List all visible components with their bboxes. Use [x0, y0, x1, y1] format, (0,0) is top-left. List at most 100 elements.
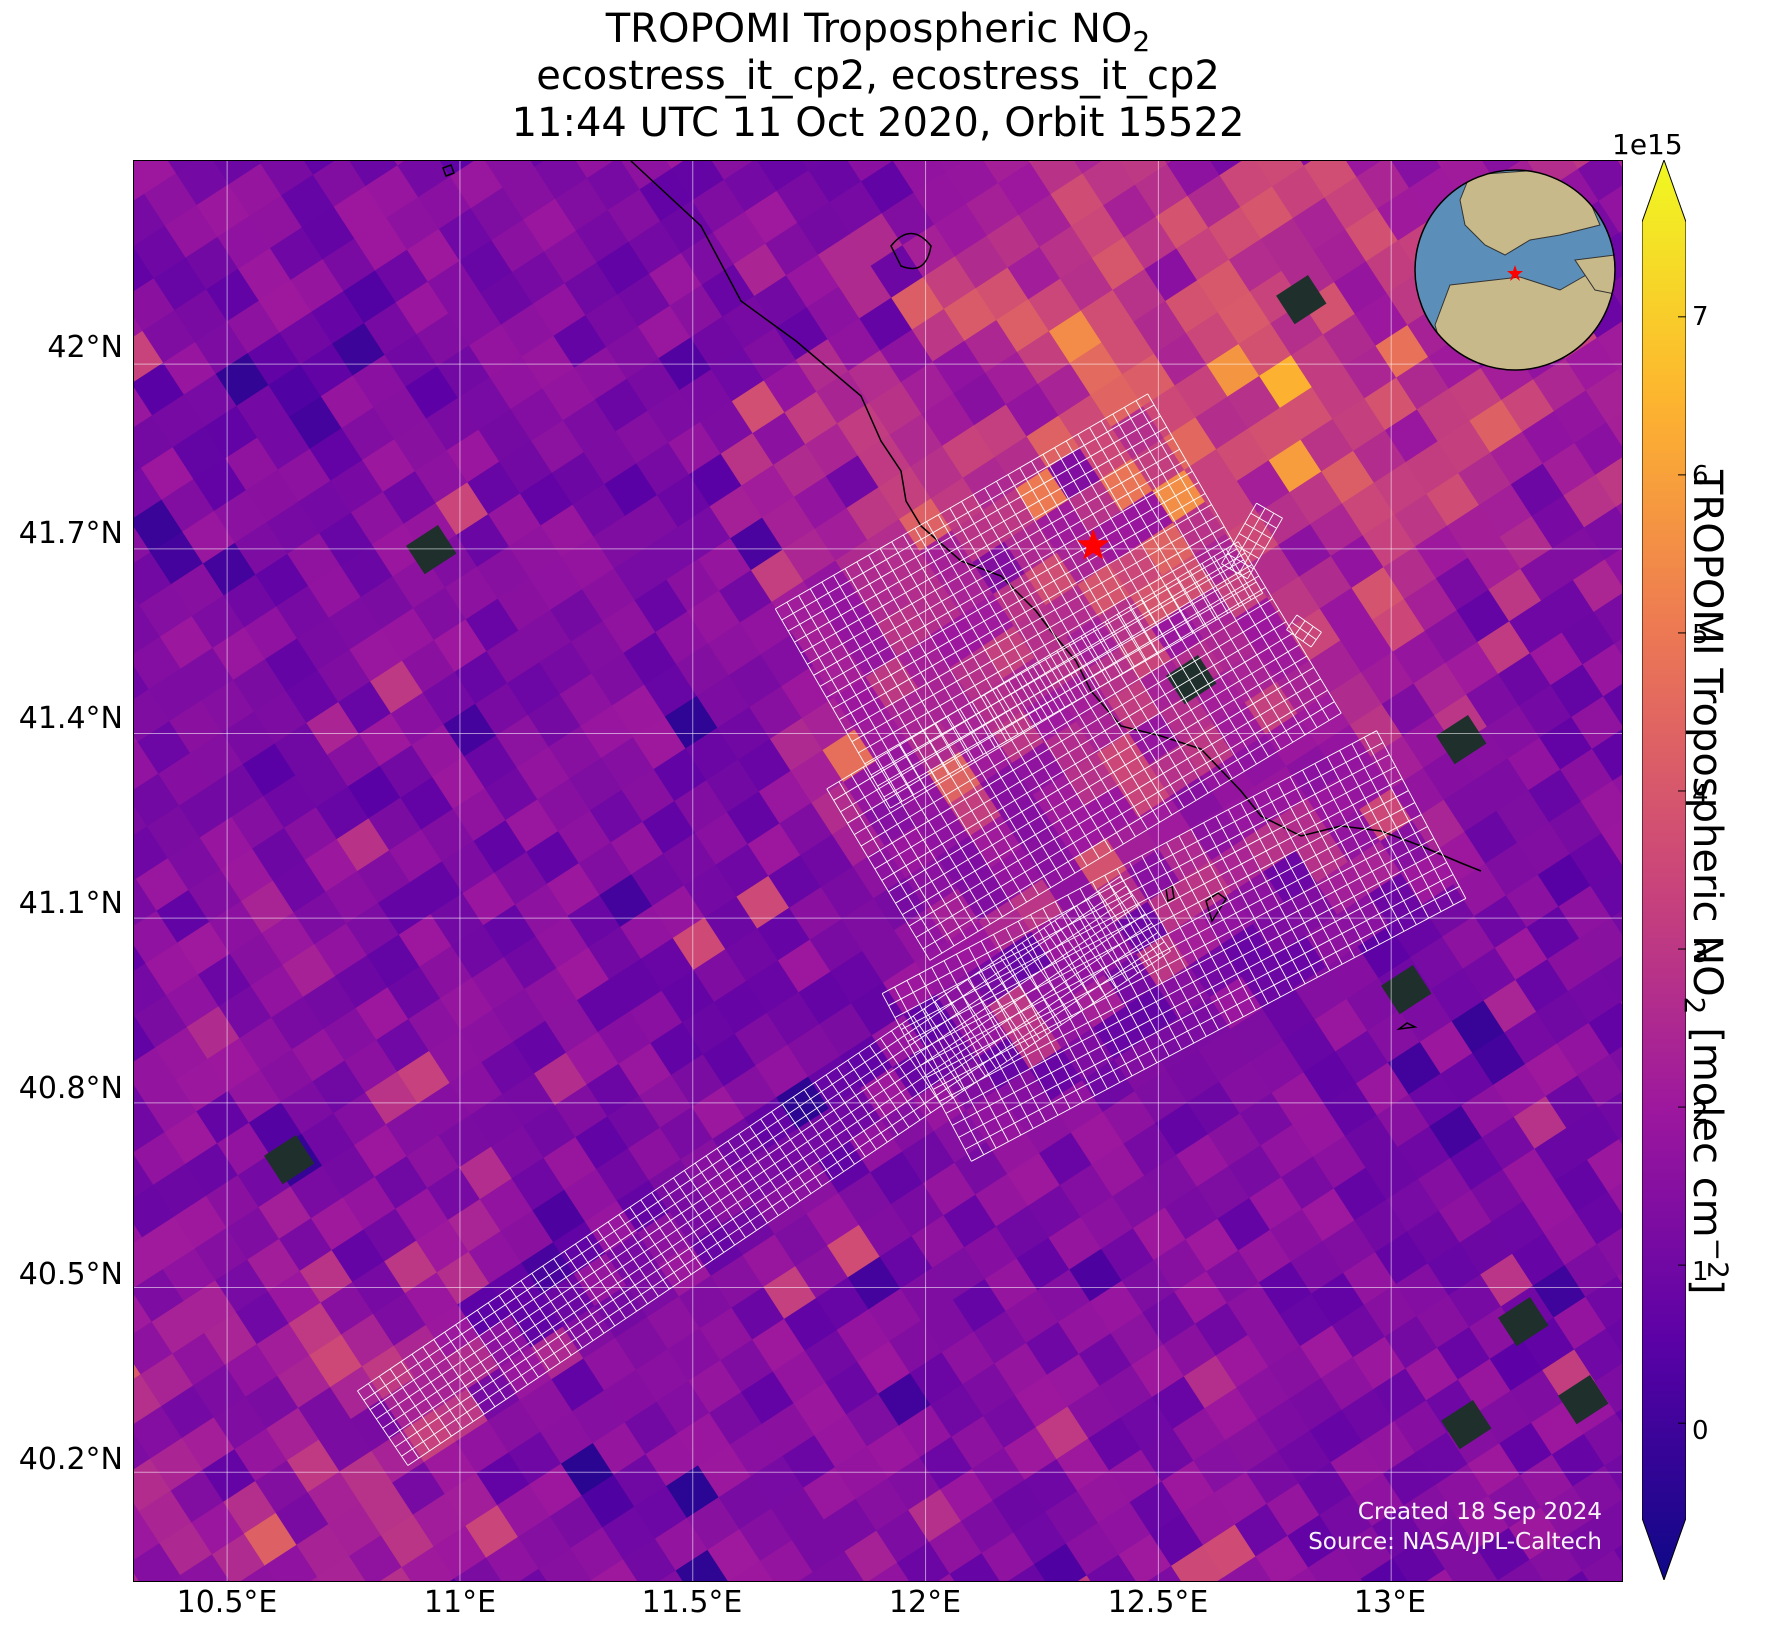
- footprint-gridline: [1286, 614, 1298, 631]
- footprint-gridline: [1250, 512, 1277, 529]
- colorbar-tick: 0: [1692, 1416, 1709, 1446]
- footprint-gridline: [838, 781, 943, 954]
- lat-tick: 42°N: [47, 330, 123, 365]
- inset-globe: [1414, 169, 1616, 371]
- colorbar-tick: 3: [1692, 939, 1709, 969]
- no2-pixel: [1585, 369, 1622, 424]
- colorbar: [1642, 160, 1686, 1580]
- no2-pixel: [1599, 949, 1622, 1004]
- footprint-gridline: [382, 913, 1146, 1429]
- no2-pixel: [1598, 1086, 1622, 1141]
- footprint-gridline: [939, 838, 1435, 1102]
- no2-pixel-layer: [134, 161, 1622, 1582]
- footprint-gridline: [1232, 543, 1260, 559]
- no2-pixel: [1590, 864, 1622, 919]
- footprint-gridline: [1128, 606, 1233, 779]
- footprint-gridline: [781, 404, 1155, 621]
- footprint-gridline: [1225, 548, 1330, 721]
- no2-pixel: [1608, 264, 1622, 319]
- lat-tick: 41.1°N: [18, 886, 123, 921]
- lat-tick: 41.4°N: [18, 701, 123, 736]
- no2-pixel: [1596, 316, 1622, 371]
- no2-pixel: [1603, 675, 1622, 730]
- footprint-gridline: [1238, 533, 1266, 549]
- footprint-fragment: [1221, 502, 1283, 580]
- lat-tick: 40.2°N: [18, 1442, 123, 1477]
- lon-tick: 12°E: [888, 1585, 962, 1620]
- footprint-gridline: [864, 548, 1238, 765]
- footprint-gridline: [1044, 657, 1148, 830]
- no2-pixel: [1606, 401, 1622, 456]
- footprint-gridline: [1116, 614, 1221, 787]
- no2-pixel: [696, 1581, 750, 1582]
- footprint-gridline: [995, 686, 1100, 859]
- colorbar-tick: 4: [1692, 780, 1709, 810]
- footprint-gridline: [902, 667, 1314, 915]
- footprint-gridline: [923, 730, 1027, 903]
- footprint-gridline: [819, 470, 1193, 687]
- map-panel: Created 18 Sep 2024 Source: NASA/JPL-Cal…: [133, 160, 1623, 1582]
- footprint-gridline: [357, 1390, 409, 1466]
- footprint-gridline: [840, 564, 1253, 813]
- lat-tick: 40.5°N: [18, 1257, 123, 1292]
- lat-tick: 41.7°N: [18, 516, 123, 551]
- footprint-gridline: [959, 708, 1064, 881]
- footprint-gridline: [1104, 621, 1209, 794]
- lon-tick: 11.5°E: [641, 1585, 743, 1620]
- footprint-gridline: [1238, 512, 1275, 575]
- footprint-gridline: [845, 515, 1219, 732]
- no2-pixel: [1582, 643, 1622, 698]
- satellite-patch: [1166, 655, 1217, 705]
- footprint-gridline: [964, 886, 1460, 1150]
- footprint-swath-lower: [881, 730, 1467, 1162]
- site-star-marker: [1077, 528, 1110, 560]
- satellite-imagery-patches: [264, 275, 1609, 1450]
- created-date-text: Created 18 Sep 2024: [1357, 1499, 1602, 1525]
- footprint-gridline: [908, 678, 1321, 927]
- footprint-gridline: [775, 393, 1148, 610]
- footprint-gridline: [1007, 679, 1112, 852]
- footprint-gridline: [935, 723, 1040, 896]
- footprint-gridline: [867, 609, 1280, 858]
- globe-land-africa: [1434, 269, 1615, 370]
- footprint-gridline: [357, 876, 1121, 1392]
- footprint-gridline: [1068, 643, 1173, 816]
- footprint-gridline: [1296, 614, 1322, 633]
- footprint-gridline: [1256, 502, 1283, 519]
- footprint-gridline: [877, 570, 1251, 787]
- footprint-gridline: [847, 575, 1260, 824]
- no2-pixel: [1588, 1001, 1622, 1056]
- footprint-gridline: [901, 766, 1396, 1030]
- satellite-patch: [1558, 1375, 1609, 1425]
- footprint-gridline: [888, 644, 1301, 893]
- footprint-gridline: [1221, 502, 1257, 565]
- footprint-gridline: [907, 778, 1403, 1042]
- island-outline: [442, 164, 455, 177]
- footprint-gridline: [1229, 507, 1266, 570]
- footprint-gridline: [851, 526, 1225, 743]
- footprint-gridline: [1177, 577, 1282, 750]
- footprint-gridline: [807, 448, 1180, 665]
- footprint-gridline: [826, 541, 1239, 790]
- satellite-patch: [1276, 275, 1327, 325]
- footprint-gridline: [1244, 523, 1272, 539]
- footprint-gridline: [870, 559, 1244, 776]
- footprint-gridline: [915, 689, 1328, 938]
- no2-pixel: [1591, 727, 1622, 782]
- footprint-gridline: [1201, 563, 1306, 736]
- satellite-patch: [264, 1135, 315, 1185]
- no2-pixel: [1593, 1497, 1622, 1552]
- no2-pixel: [1604, 538, 1622, 593]
- footprint-gridline: [874, 759, 979, 932]
- footprint-gridline: [926, 814, 1422, 1078]
- lon-tick: 13°E: [1353, 1585, 1427, 1620]
- no2-pixel: [1596, 1223, 1622, 1278]
- footprint-gridline: [886, 752, 991, 925]
- footprint-gridline: [407, 950, 1171, 1466]
- chart-title-line-1: TROPOMI Tropospheric NO2: [605, 6, 1151, 58]
- footprint-gridline: [920, 802, 1416, 1066]
- footprint-gridline: [971, 898, 1467, 1162]
- lon-tick: 12.5°E: [1107, 1585, 1209, 1620]
- coastline-mainland: [630, 161, 1482, 872]
- footprint-gridline: [894, 754, 1390, 1018]
